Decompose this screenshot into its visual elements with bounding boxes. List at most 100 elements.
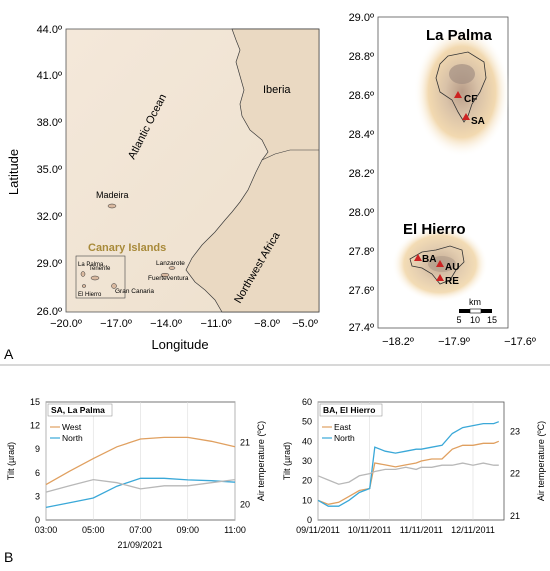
main-map: Atlantic Ocean Iberia Northwest Africa M… [6,24,320,352]
map-xlabel: Longitude [151,337,208,352]
x-tick-label: 05:00 [82,525,105,535]
inset-y-tick: 27.4º [349,322,374,334]
y-tick-label: 0 [307,515,312,525]
inset-y-tick: 27.8º [349,246,374,258]
station-label-au: AU [445,262,459,273]
tenerife-label: Tenerife [89,266,111,272]
y2-tick-label: 23 [510,427,520,437]
coast-detail [261,149,319,161]
scale-tick: 5 [456,315,461,325]
x-tick-label: 07:00 [129,525,152,535]
series-line-west [45,436,236,486]
map-x-tick: −8.0º [254,318,280,330]
y-axis-label: Tilt (µrad) [282,442,292,480]
island-insets: La Palma CF SA El Hierro BA AU RE km 5 1… [349,12,536,348]
station-marker-re [436,274,444,281]
inset-x-tick: −17.9º [438,336,470,348]
x-axis-label: 21/09/2021 [117,540,162,550]
y-tick-label: 60 [302,397,312,407]
x-tick-label: 11/11/2011 [400,525,443,535]
madeira-island [107,203,117,209]
la-palma-halo [414,27,510,157]
map-x-tick: −11.0º [200,318,231,330]
map-y-tick: 35.0º [37,164,62,176]
map-x-tick: −17.0º [100,318,132,330]
series-line-north [317,421,500,507]
y-tick-label: 15 [30,397,40,407]
y-tick-label: 10 [302,495,312,505]
madeira-label: Madeira [96,190,129,200]
canary-box [75,255,126,299]
y-tick-label: 40 [302,436,312,446]
map-x-tick: −14.0º [150,318,182,330]
map-y-ticks: 44.0º 41.0º 38.0º 35.0º 32.0º 29.0º 26.0… [37,24,62,318]
grid-lines [45,402,236,520]
legend-north: North [334,433,355,443]
inset-x-tick: −17.6º [504,336,536,348]
chart-ba-el-hierro: BA, El Hierro East North Tilt (µrad) Air… [282,397,546,535]
y2-tick-label: 22 [510,469,520,479]
iberia-label: Iberia [263,84,291,96]
panel-b-label: B [4,549,13,565]
y-tick-label: 20 [302,476,312,486]
inset-x-ticks: −18.2º −17.9º −17.6º [382,336,536,348]
title-box: BA, El Hierro [319,403,383,417]
map-y-tick: 26.0º [37,306,62,318]
chart-title: BA, El Hierro [323,405,375,415]
y-tick-label: 9 [35,444,40,454]
gran-canaria-label: Gran Canaria [115,288,154,295]
y2-tick-label: 21 [510,511,520,521]
station-label-ba: BA [422,254,436,265]
el-hierro-label: El Hierro [78,292,102,298]
station-marker-ba [414,254,422,261]
y-tick-label: 0 [35,515,40,525]
inset-y-tick: 28.8º [349,51,374,63]
series-line-east [317,440,500,505]
y2-tick-label: 20 [240,499,250,509]
canary-label: Canary Islands [88,242,166,254]
inset-y-ticks: 29.0º 28.8º 28.6º 28.4º 28.2º 28.0º 27.8… [349,12,374,334]
fuerteventura-label: Fuerteventura [148,275,189,282]
scale-tick: 15 [487,315,497,325]
canary-islands-shapes [80,266,176,289]
map-x-tick: −20.0º [50,318,82,330]
y-tick-label: 50 [302,417,312,427]
inset-y-tick: 28.6º [349,90,374,102]
y-tick-label: 12 [30,421,40,431]
series-line-air-temperature [317,462,499,485]
inset-y-tick: 29.0º [349,12,374,24]
series-line-north [45,477,236,509]
legend-north: North [62,433,83,443]
y2-axis-label: Air temperature (ºC) [536,421,546,501]
y-tick-label: 6 [35,468,40,478]
y-tick-label: 3 [35,491,40,501]
station-marker-sa [462,113,470,120]
station-label-cf: CF [464,94,477,105]
station-marker-cf [454,91,462,98]
y2-axis-label: Air temperature (ºC) [256,421,266,501]
x-tick-label: 09:00 [176,525,199,535]
x-tick-label: 12/11/2011 [451,525,495,535]
inset-y-tick: 27.6º [349,285,374,297]
map-y-tick: 38.0º [37,117,62,129]
scale-tick: 10 [470,315,480,325]
inset-y-tick: 28.0º [349,207,374,219]
map-y-tick: 32.0º [37,211,62,223]
la-palma-caldera [449,64,475,84]
el-hierro-title: El Hierro [403,221,466,238]
x-tick-label: 09/11/2011 [296,525,340,535]
station-label-re: RE [445,276,459,287]
y2-tick-label: 21 [240,437,250,447]
series-line-air-temperature [45,478,236,493]
scale-bar: km 5 10 15 [456,297,497,325]
x-tick-label: 03:00 [35,525,58,535]
x-tick-label: 10/11/2011 [348,525,392,535]
inset-x-tick: −18.2º [382,336,414,348]
y-tick-label: 30 [302,456,312,466]
map-y-tick: 41.0º [37,70,62,82]
map-x-tick: −5.0º [292,318,318,330]
station-marker-au [436,260,444,267]
chart-title: SA, La Palma [51,405,105,415]
